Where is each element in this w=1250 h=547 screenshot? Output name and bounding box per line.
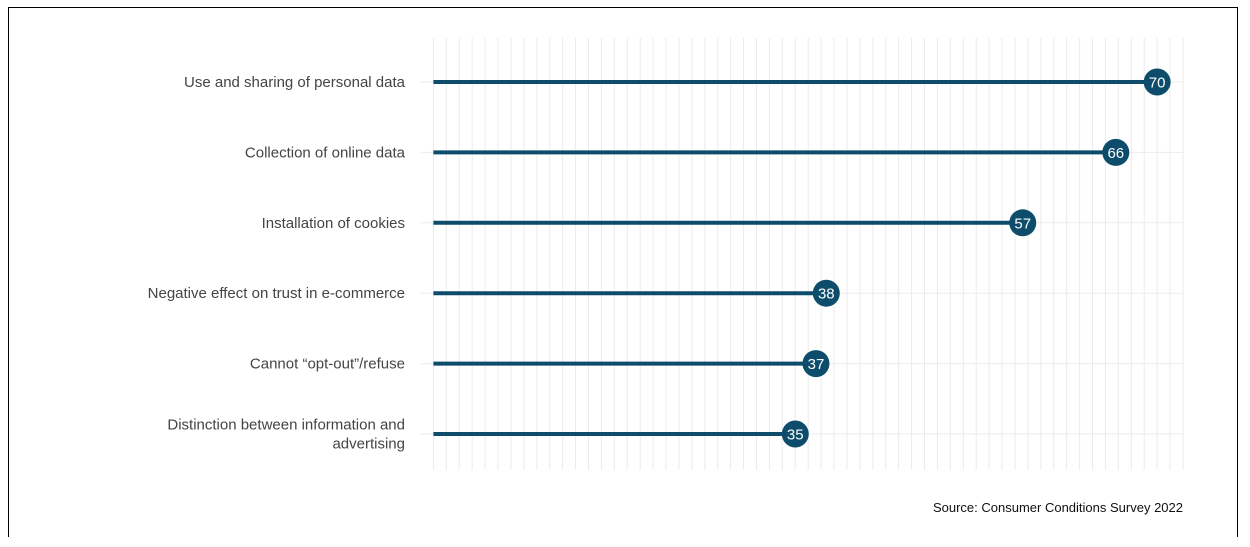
category-label: Distinction between information and bbox=[167, 417, 405, 434]
category-label: Collection of online data bbox=[245, 144, 406, 161]
point bbox=[781, 420, 809, 448]
chart-frame bbox=[8, 7, 1238, 537]
value-label: 70 bbox=[1149, 75, 1166, 92]
category-label: Installation of cookies bbox=[262, 215, 405, 232]
point bbox=[1009, 209, 1037, 237]
source-caption: Source: Consumer Conditions Survey 2022 bbox=[932, 500, 1183, 515]
point bbox=[802, 350, 830, 378]
grid bbox=[421, 38, 1184, 470]
category-label: Use and sharing of personal data bbox=[184, 74, 406, 91]
value-label: 35 bbox=[787, 427, 804, 444]
category-label: advertising bbox=[332, 436, 405, 453]
value-label: 37 bbox=[808, 356, 825, 373]
point bbox=[812, 279, 840, 307]
category-labels: Use and sharing of personal data Collecti… bbox=[148, 74, 406, 453]
value-label: 66 bbox=[1107, 145, 1124, 162]
points: 70 66 57 38 37 35 bbox=[781, 68, 1171, 448]
point bbox=[1102, 138, 1130, 166]
value-label: 38 bbox=[818, 286, 835, 303]
category-label: Negative effect on trust in e-commerce bbox=[148, 285, 405, 302]
category-label: Cannot “opt-out”/refuse bbox=[250, 356, 405, 373]
value-label: 57 bbox=[1014, 215, 1031, 232]
stems bbox=[433, 80, 1158, 436]
point bbox=[1143, 68, 1171, 96]
